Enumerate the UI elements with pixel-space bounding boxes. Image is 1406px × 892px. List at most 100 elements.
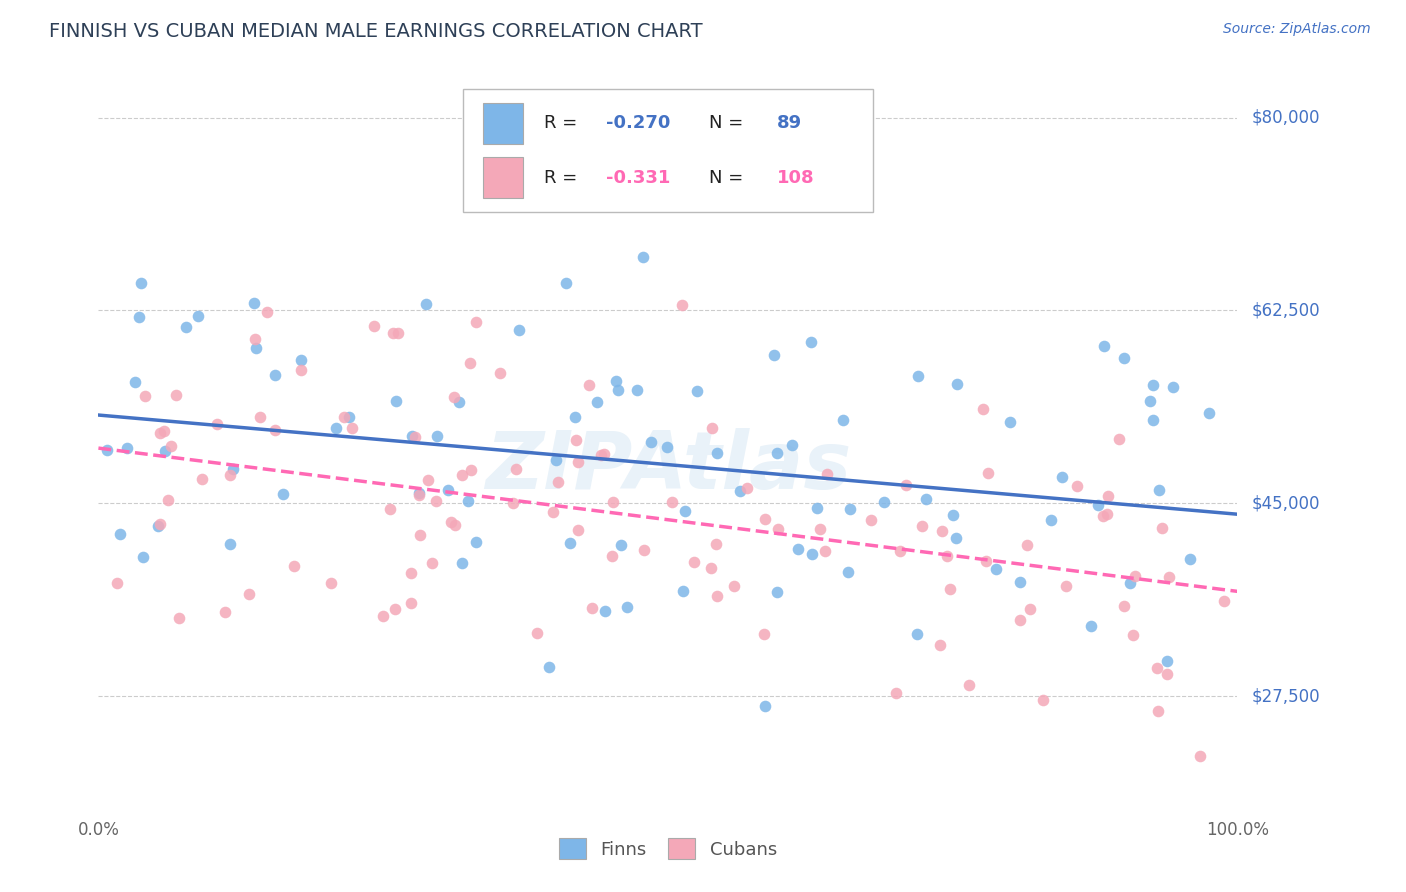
Point — [416, 473, 439, 487]
Point — [1198, 406, 1220, 420]
Point — [124, 375, 146, 389]
Point — [1149, 483, 1171, 498]
Point — [763, 348, 786, 362]
Point — [1097, 489, 1119, 503]
Point — [547, 475, 569, 490]
Point — [404, 430, 426, 444]
Point — [1039, 513, 1062, 527]
Point — [706, 446, 728, 460]
Point — [155, 443, 177, 458]
Point — [1032, 693, 1054, 707]
Text: R =: R = — [544, 114, 582, 132]
Point — [567, 523, 589, 537]
Point — [505, 462, 527, 476]
Point — [564, 409, 586, 424]
Point — [420, 556, 443, 570]
Text: 108: 108 — [778, 169, 815, 186]
Point — [1010, 575, 1032, 590]
Point — [766, 522, 789, 536]
Point — [808, 523, 831, 537]
Point — [1213, 594, 1236, 608]
Point — [263, 423, 285, 437]
Point — [238, 587, 260, 601]
Point — [219, 467, 242, 482]
Point — [110, 527, 132, 541]
Point — [1146, 661, 1168, 675]
Text: N =: N = — [709, 169, 749, 186]
Point — [408, 528, 430, 542]
Point — [243, 296, 266, 310]
Point — [800, 547, 823, 561]
Point — [245, 341, 267, 355]
Point — [1000, 415, 1022, 429]
Point — [1066, 479, 1088, 493]
Point — [465, 315, 488, 329]
Point — [443, 390, 465, 404]
Point — [128, 310, 150, 324]
FancyBboxPatch shape — [463, 88, 873, 212]
Point — [222, 462, 245, 476]
Point — [1156, 666, 1178, 681]
Point — [399, 596, 422, 610]
Text: FINNISH VS CUBAN MEDIAN MALE EARNINGS CORRELATION CHART: FINNISH VS CUBAN MEDIAN MALE EARNINGS CO… — [49, 22, 703, 41]
Point — [371, 609, 394, 624]
Point — [1152, 520, 1174, 534]
Point — [558, 536, 581, 550]
Point — [1178, 551, 1201, 566]
Point — [591, 448, 613, 462]
Point — [1142, 378, 1164, 392]
Point — [384, 602, 406, 616]
Point — [889, 544, 911, 558]
Point — [256, 305, 278, 319]
Point — [610, 538, 633, 552]
Point — [605, 374, 627, 388]
Point — [1080, 619, 1102, 633]
Point — [754, 699, 776, 714]
Point — [167, 611, 190, 625]
Text: $45,000: $45,000 — [1251, 494, 1320, 512]
Point — [460, 463, 482, 477]
Point — [1010, 613, 1032, 627]
Point — [931, 524, 953, 538]
Text: $27,500: $27,500 — [1251, 687, 1320, 705]
Point — [957, 678, 980, 692]
Point — [290, 353, 312, 368]
Point — [526, 626, 548, 640]
FancyBboxPatch shape — [484, 157, 523, 198]
Point — [245, 332, 267, 346]
Point — [1123, 569, 1146, 583]
Point — [1108, 433, 1130, 447]
Point — [283, 559, 305, 574]
Point — [915, 491, 938, 506]
Point — [152, 424, 174, 438]
Point — [686, 384, 709, 398]
Point — [219, 537, 242, 551]
Point — [567, 455, 589, 469]
Text: N =: N = — [709, 114, 749, 132]
Point — [1139, 394, 1161, 409]
Point — [683, 555, 706, 569]
Point — [555, 276, 578, 290]
Point — [1161, 379, 1184, 393]
Point — [264, 368, 287, 382]
Text: ZIPAtlas: ZIPAtlas — [485, 428, 851, 506]
Point — [977, 466, 1000, 480]
Point — [148, 517, 170, 532]
Point — [700, 561, 723, 575]
Point — [132, 549, 155, 564]
Point — [728, 484, 751, 499]
Point — [437, 483, 460, 498]
Point — [945, 531, 967, 545]
Point — [363, 319, 385, 334]
Point — [837, 565, 859, 579]
Point — [426, 429, 449, 443]
Point — [187, 310, 209, 324]
Point — [578, 378, 600, 392]
Point — [508, 322, 530, 336]
FancyBboxPatch shape — [484, 103, 523, 144]
Point — [502, 495, 524, 509]
Text: R =: R = — [544, 169, 582, 186]
Point — [655, 441, 678, 455]
Point — [896, 478, 918, 492]
Point — [765, 445, 787, 459]
